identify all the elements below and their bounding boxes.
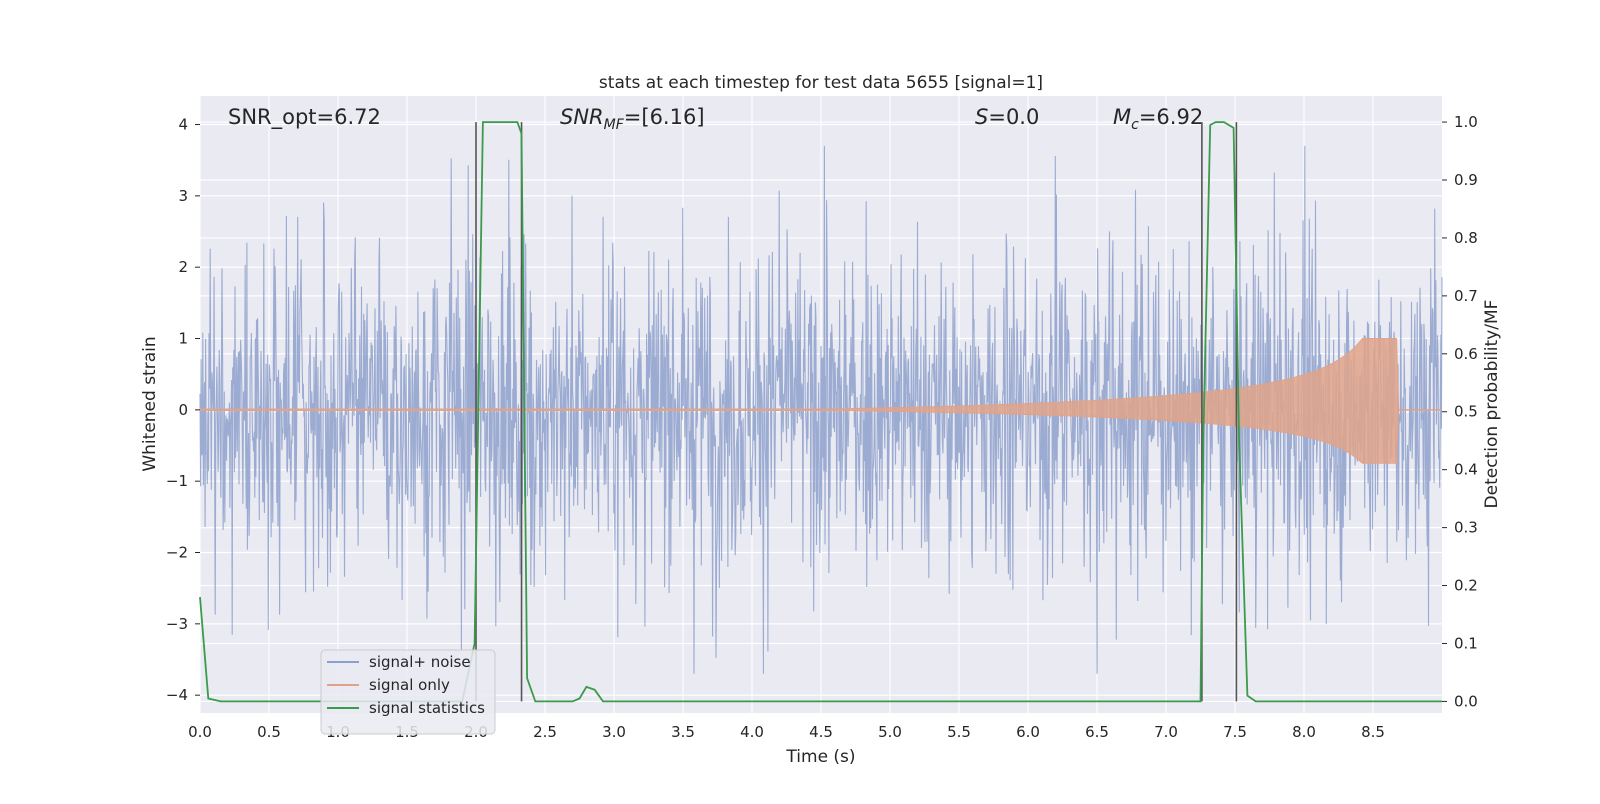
y-tick-label-left: 0: [178, 401, 188, 419]
y-tick-label-right: 0.3: [1454, 519, 1478, 537]
legend-label-signal-noise: signal+ noise: [369, 653, 471, 671]
x-tick-label: 5.0: [878, 723, 902, 741]
signal-statistics-series: [199, 121, 1442, 703]
legend-label-signal-statistics: signal statistics: [369, 699, 485, 717]
x-tick-label: 8.5: [1361, 723, 1385, 741]
legend-label-signal-only: signal only: [369, 676, 450, 694]
x-tick-label: 7.0: [1154, 723, 1178, 741]
y-axis-label-left: Whitened strain: [140, 336, 160, 471]
x-tick-label: 6.0: [1016, 723, 1040, 741]
y-ticks-left: 4 3 2 1 0 −1 −2 −3 −4: [166, 116, 200, 704]
chart-title: stats at each timestep for test data 565…: [599, 73, 1043, 93]
y-tick-label-right: 0.5: [1454, 403, 1478, 421]
x-tick-label: 8.0: [1292, 723, 1316, 741]
annotation-snr-mf: SNRMF=[6.16]: [560, 105, 705, 133]
x-tick-label: 4.0: [740, 723, 764, 741]
y-tick-label-right: 1.0: [1454, 113, 1478, 131]
y-tick-label-left: 4: [178, 116, 188, 134]
y-tick-label-right: 0.2: [1454, 577, 1478, 595]
x-tick-label: 6.5: [1085, 723, 1109, 741]
annotation-mc: Mc=6.92: [1113, 105, 1203, 133]
annotation-s: S=0.0: [975, 105, 1039, 129]
annotation-snr-opt: SNR_opt=6.72: [228, 105, 381, 130]
y-tick-label-left: 3: [178, 187, 188, 205]
signal-statistics-line: [199, 121, 1442, 703]
y-tick-label-left: 1: [178, 330, 188, 348]
x-tick-label: 4.5: [809, 723, 833, 741]
x-tick-label: 7.5: [1223, 723, 1247, 741]
y-tick-label-right: 0.9: [1454, 171, 1478, 189]
y-tick-label-right: 0.6: [1454, 345, 1478, 363]
x-tick-label: 3.5: [671, 723, 695, 741]
y-tick-label-left: 2: [178, 258, 188, 276]
y-tick-label-right: 0.4: [1454, 461, 1478, 479]
y-axis-label-right: Detection probability/MF: [1482, 300, 1502, 509]
x-tick-label: 0.0: [188, 723, 212, 741]
x-tick-label: 2.5: [533, 723, 557, 741]
signal-noise-line: [199, 145, 1443, 674]
signal-only-series: [199, 338, 1442, 464]
legend-box: [320, 649, 496, 735]
y-tick-label-left: −3: [166, 615, 188, 633]
legend: signal+ noise signal only signal statist…: [320, 649, 496, 735]
y-tick-label-right: 0.7: [1454, 287, 1478, 305]
y-tick-label-left: −2: [166, 544, 188, 562]
x-axis-label: Time (s): [785, 747, 855, 767]
x-tick-label: 0.5: [257, 723, 281, 741]
y-tick-label-right: 0.1: [1454, 634, 1478, 652]
y-ticks-right: 1.0 0.9 0.8 0.7 0.6 0.5 0.4 0.3 0.2 0.1 0.0: [1442, 113, 1478, 710]
y-tick-label-left: −1: [166, 472, 188, 490]
signal-noise-series: [199, 145, 1443, 674]
x-tick-label: 5.5: [947, 723, 971, 741]
y-tick-label-right: 0.8: [1454, 229, 1478, 247]
y-tick-label-left: −4: [166, 686, 188, 704]
x-tick-label: 3.0: [602, 723, 626, 741]
y-tick-label-right: 0.0: [1454, 692, 1478, 710]
